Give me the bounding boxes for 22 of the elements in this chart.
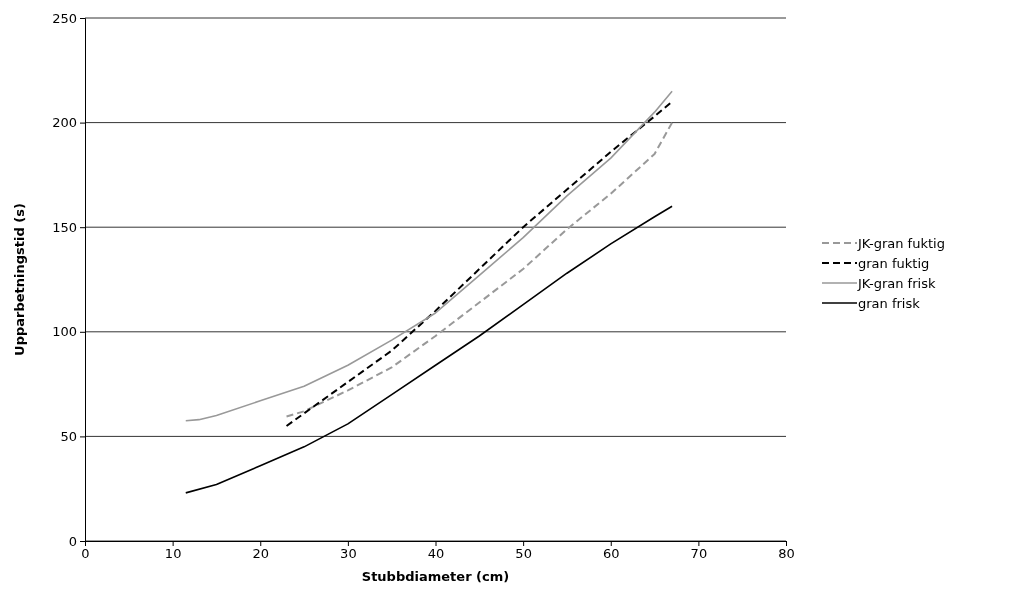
y-tick-label: 250 (52, 10, 77, 26)
y-tick-label: 200 (52, 115, 77, 131)
x-tick-label: 70 (690, 546, 708, 562)
x-axis-title: Stubbdiameter (cm) (361, 569, 510, 584)
legend-label: gran fuktig (858, 256, 930, 271)
legend-label: gran frisk (858, 296, 921, 311)
x-tick-label: 10 (164, 546, 182, 562)
y-tick-label: 100 (52, 324, 77, 340)
x-tick-label: 60 (602, 546, 620, 562)
y-tick-label: 0 (68, 533, 77, 549)
x-tick-label: 20 (252, 546, 270, 562)
x-tick-label: 30 (340, 546, 357, 562)
legend-label: JK-gran fuktig (857, 236, 945, 251)
x-tick-label: 50 (515, 546, 532, 562)
y-axis-title: Upparbetningstid (s) (12, 203, 27, 356)
y-tick-label: 50 (60, 429, 77, 445)
x-tick-label: 0 (81, 546, 90, 562)
y-tick-label: 150 (52, 219, 77, 235)
x-tick-label: 80 (778, 546, 795, 562)
legend-label: JK-gran frisk (857, 276, 936, 291)
x-tick-label: 40 (427, 546, 445, 562)
line-series (184, 90, 673, 422)
